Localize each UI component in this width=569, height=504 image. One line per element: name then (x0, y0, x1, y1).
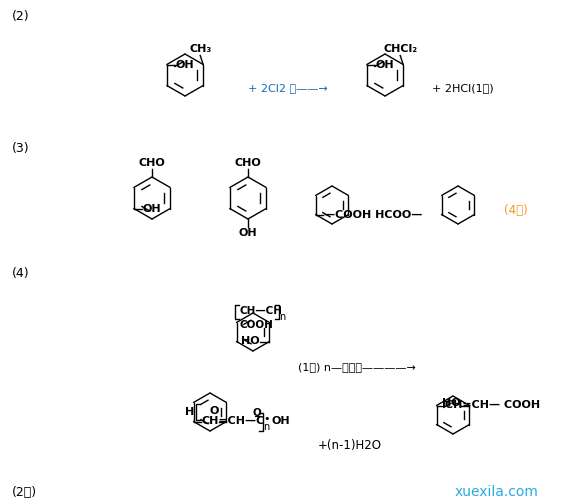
Text: n: n (279, 312, 286, 323)
Text: H: H (185, 407, 195, 417)
Text: •: • (263, 414, 270, 424)
Text: (4分): (4分) (504, 204, 528, 217)
Text: OH: OH (376, 59, 394, 70)
Text: +(n-1)H2O: +(n-1)H2O (318, 439, 382, 453)
Text: xuexila.com: xuexila.com (455, 485, 539, 499)
Text: CH—CH: CH—CH (240, 306, 283, 317)
Text: O: O (209, 406, 218, 416)
Text: OH: OH (271, 416, 290, 426)
Text: (2分): (2分) (12, 485, 37, 498)
Text: (3): (3) (12, 142, 30, 155)
Text: CH=CH— COOH: CH=CH— COOH (444, 401, 539, 410)
Text: O: O (252, 408, 261, 417)
Text: CH=CH—C: CH=CH—C (201, 416, 265, 426)
Text: n: n (263, 422, 270, 432)
Text: OH: OH (176, 59, 195, 70)
Text: CHO: CHO (234, 158, 261, 168)
Text: (1分) n—定条件————→: (1分) n—定条件————→ (298, 362, 416, 372)
Text: (4): (4) (12, 267, 30, 280)
Text: HO: HO (442, 399, 460, 409)
Text: CHCl₂: CHCl₂ (383, 44, 417, 54)
Text: OH: OH (143, 204, 162, 214)
Text: (2): (2) (12, 10, 30, 23)
Text: CH₃: CH₃ (189, 44, 211, 54)
Text: CHO: CHO (139, 158, 166, 168)
Text: —COOH HCOO—: —COOH HCOO— (324, 210, 422, 220)
Text: + 2Cl2 光——→: + 2Cl2 光——→ (248, 83, 328, 93)
Text: COOH: COOH (240, 321, 274, 331)
Text: OH: OH (238, 228, 257, 238)
Text: + 2HCl(1分): + 2HCl(1分) (432, 83, 494, 93)
Text: HO: HO (241, 337, 259, 347)
